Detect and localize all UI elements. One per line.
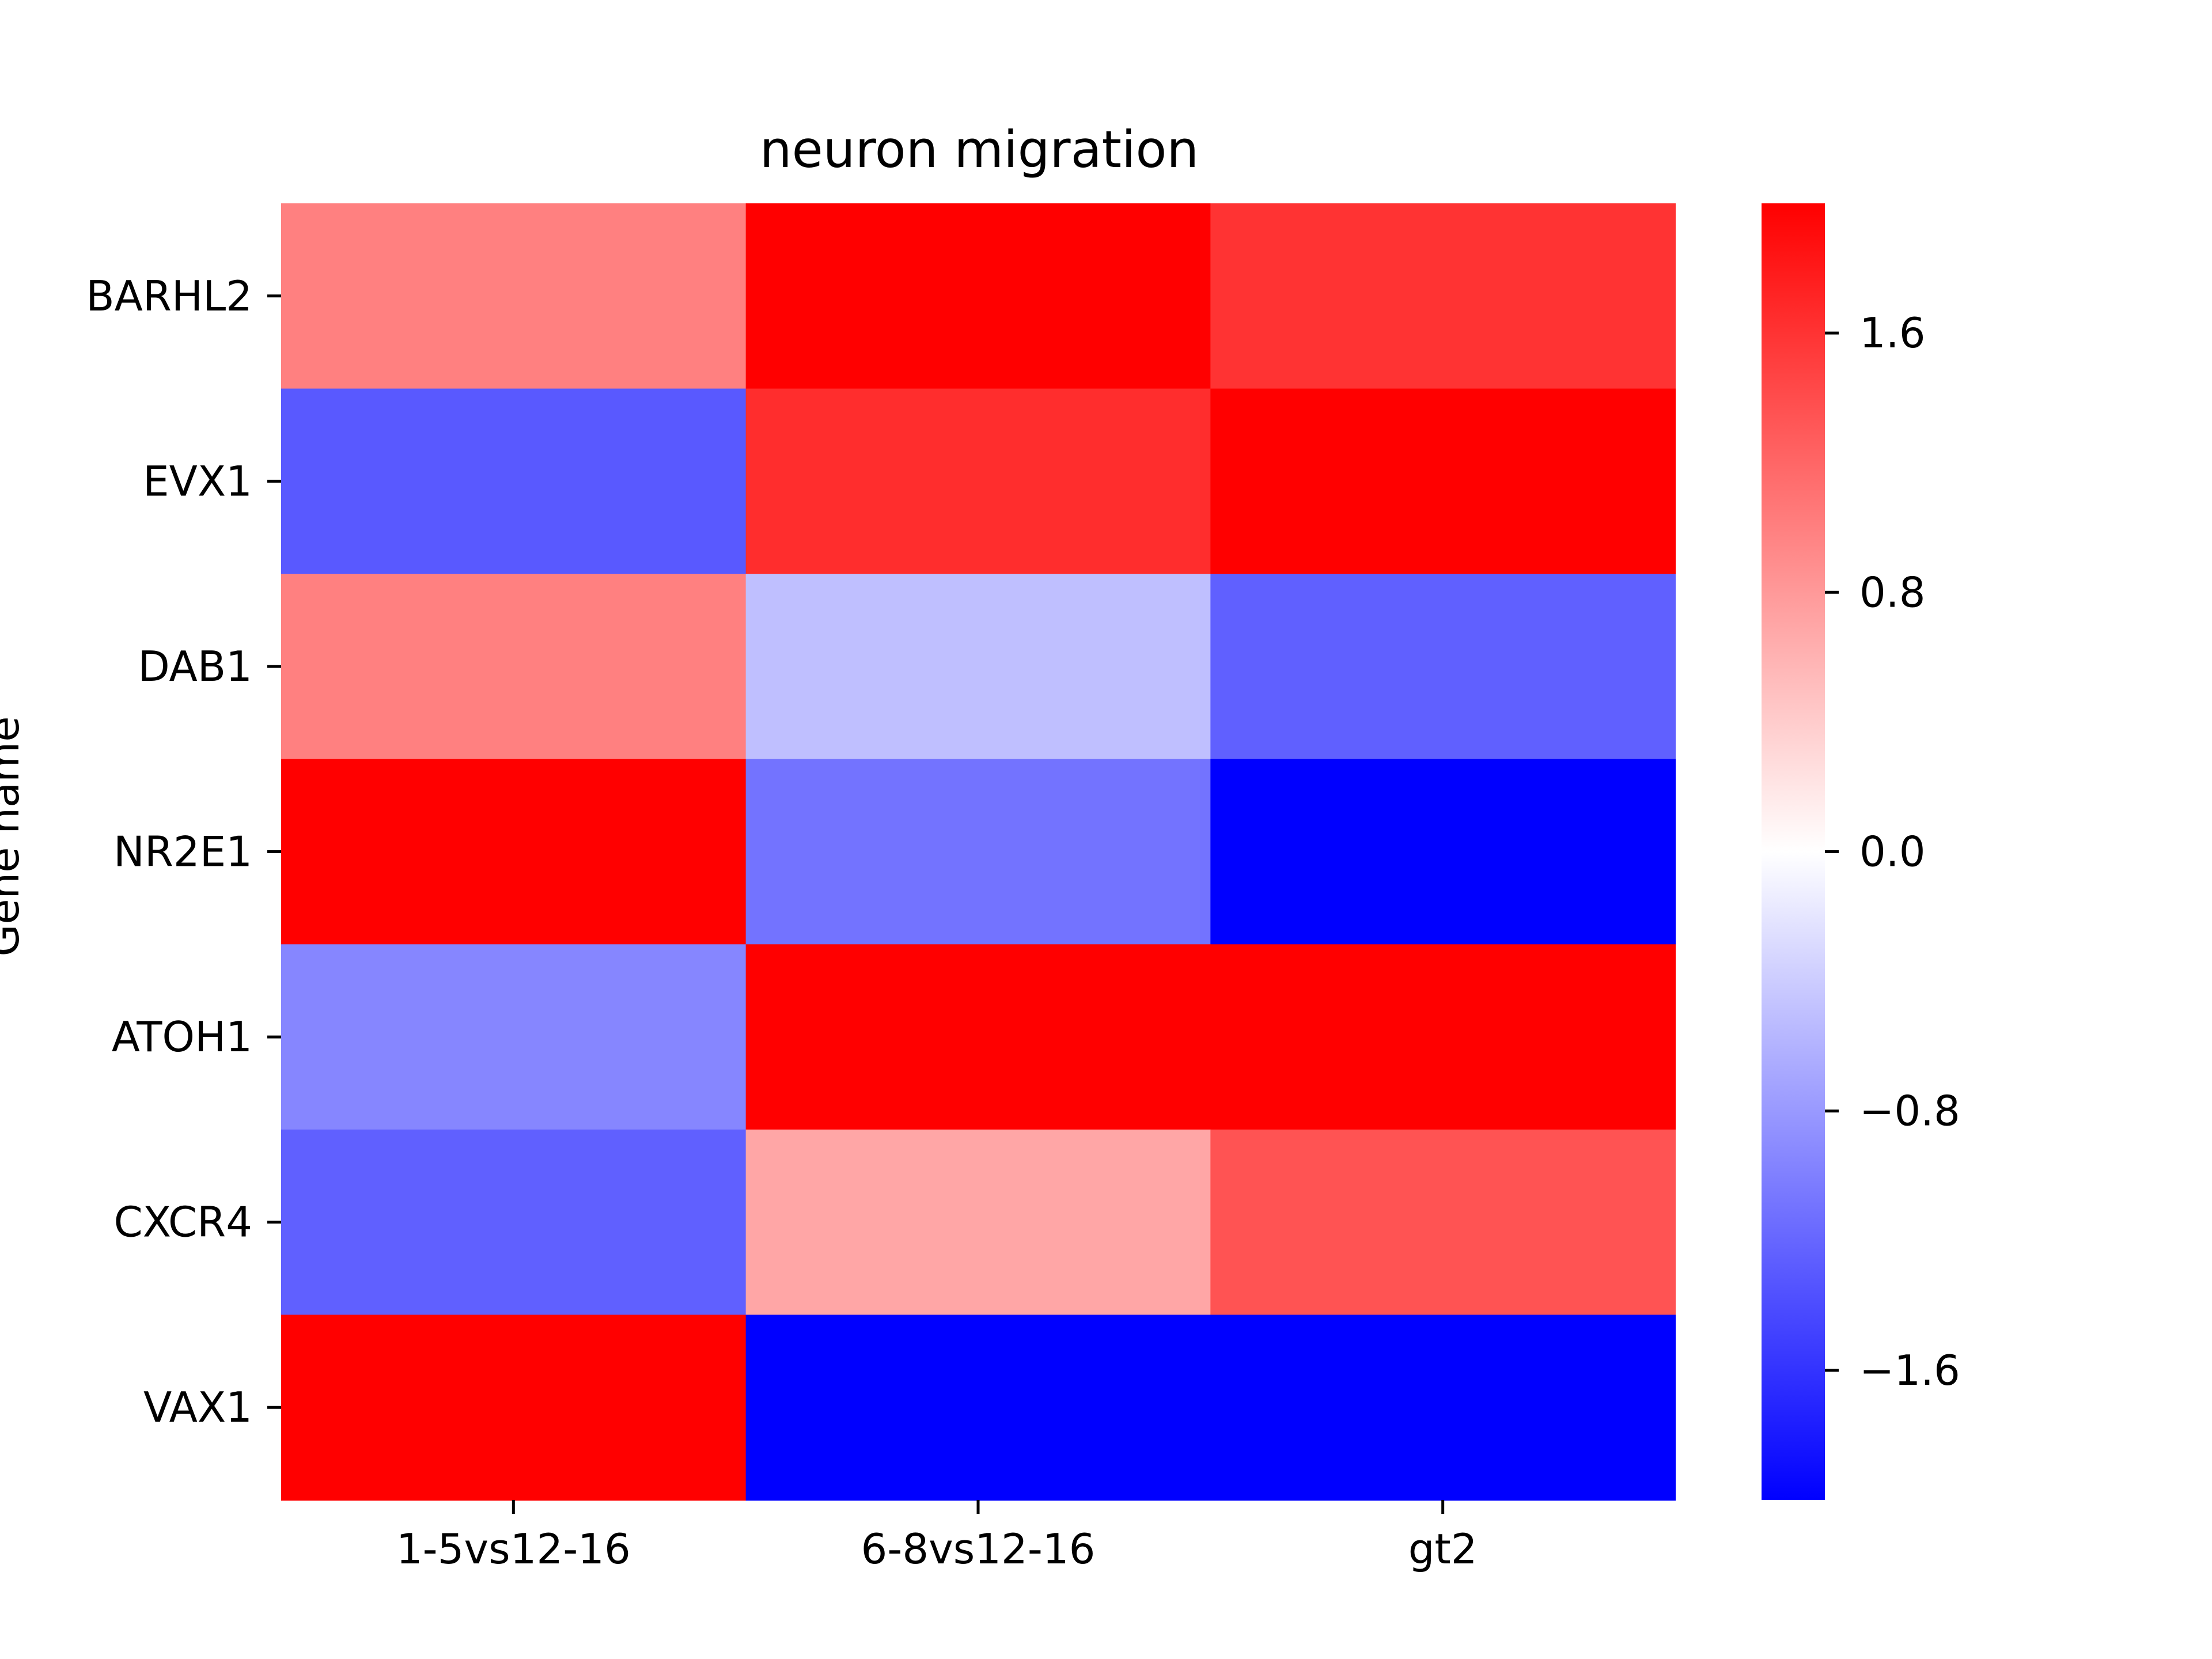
colorbar-tick-label: −1.6: [1859, 1346, 1960, 1395]
y-tick-label: BARHL2: [86, 272, 252, 320]
heatmap-cell: [1210, 388, 1676, 575]
y-tick-label: NR2E1: [113, 828, 252, 876]
heatmap-cell: [1210, 944, 1676, 1130]
y-tick-label: ATOH1: [112, 1013, 252, 1061]
heatmap-cell: [281, 759, 747, 945]
heatmap-cell: [745, 388, 1211, 575]
heatmap-cell: [281, 1129, 747, 1316]
heatmap-cell: [1210, 1315, 1676, 1501]
y-axis: BARHL2 EVX1 DAB1 NR2E1 ATOH1 CXCR4 VAX1: [86, 272, 281, 1431]
x-axis: 1-5vs12-16 6-8vs12-16 gt2: [396, 1500, 1478, 1573]
colorbar: [1762, 203, 1825, 1500]
x-tick-label: gt2: [1408, 1525, 1478, 1573]
heatmap-cell: [745, 1315, 1211, 1501]
x-tick-label: 1-5vs12-16: [396, 1525, 631, 1573]
heatmap-cell: [1210, 574, 1676, 760]
colorbar-tick-label: 0.8: [1859, 568, 1926, 616]
x-tick-label: 6-8vs12-16: [861, 1525, 1096, 1573]
colorbar-tick-label: 0.0: [1859, 828, 1926, 876]
heatmap-cell: [281, 944, 747, 1130]
heatmap-cell: [745, 944, 1211, 1130]
heatmap-cell: [745, 203, 1211, 389]
heatmap-cell: [745, 574, 1211, 760]
y-axis-label: Gene name: [0, 716, 28, 956]
heatmap-cell: [281, 574, 747, 760]
colorbar-tick-label: −0.8: [1859, 1087, 1960, 1135]
heatmap-cell: [745, 1129, 1211, 1316]
chart-title: neuron migration: [760, 120, 1199, 179]
y-tick-label: EVX1: [143, 457, 252, 505]
y-tick-label: DAB1: [138, 642, 252, 691]
heatmap-cell: [1210, 1129, 1676, 1316]
heatmap-cells: [281, 203, 1676, 1501]
colorbar-ticks: −1.6 −0.8 0.0 0.8 1.6: [1825, 309, 1960, 1395]
heatmap-cell: [1210, 759, 1676, 945]
y-tick-label: VAX1: [143, 1383, 252, 1431]
heatmap-cell: [1210, 203, 1676, 389]
colorbar-tick-label: 1.6: [1859, 309, 1926, 357]
heatmap-cell: [281, 1315, 747, 1501]
heatmap-cell: [745, 759, 1211, 945]
heatmap-cell: [281, 388, 747, 575]
heatmap-cell: [281, 203, 747, 389]
y-tick-label: CXCR4: [114, 1198, 252, 1247]
